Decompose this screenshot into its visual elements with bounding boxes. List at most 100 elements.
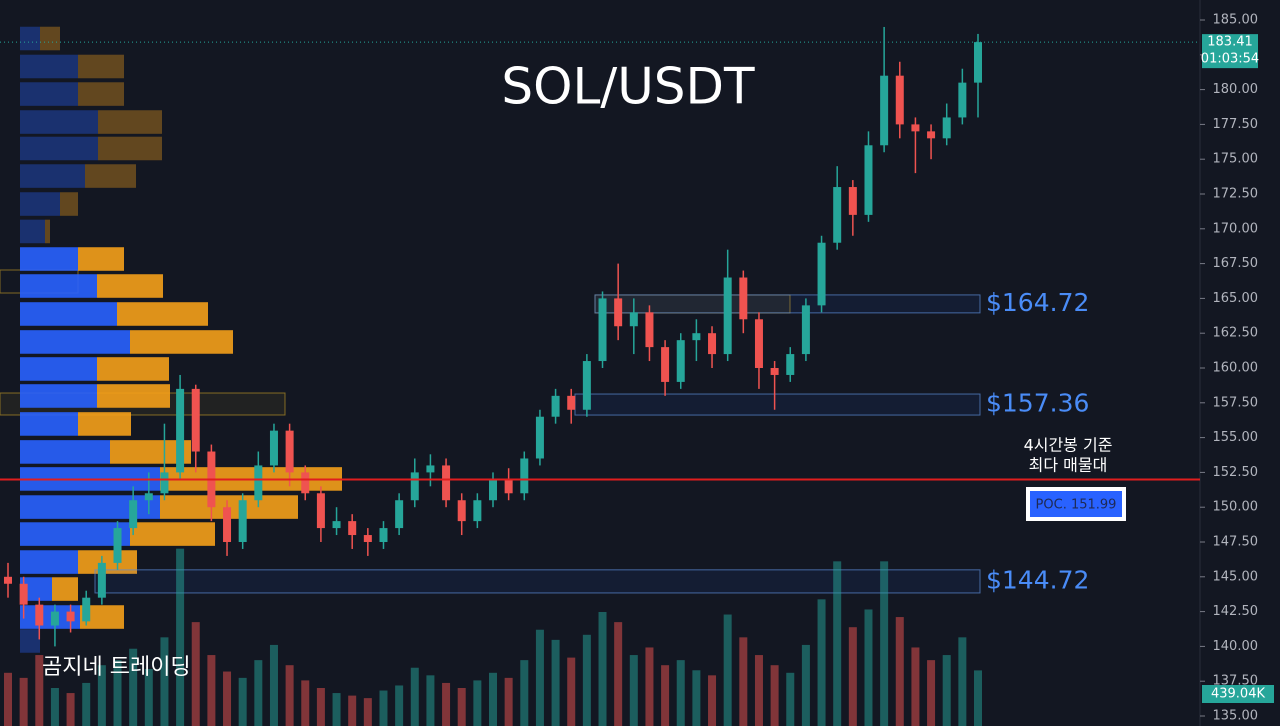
zone	[594, 294, 981, 314]
volume-bar	[911, 647, 920, 726]
volume-bar	[4, 672, 12, 726]
volume-bar	[301, 680, 310, 726]
candle-body	[113, 528, 122, 563]
candle-body	[645, 312, 654, 348]
volume-bar	[410, 667, 419, 726]
candle-body	[35, 604, 44, 626]
candle-body	[316, 493, 325, 529]
profile-buy	[20, 54, 78, 79]
volume-bar	[66, 693, 75, 726]
candle-body	[363, 535, 372, 542]
candle-body	[66, 611, 75, 622]
candle-body	[754, 319, 763, 368]
zone-label: $157.36	[986, 389, 1089, 418]
volume-bar	[473, 680, 482, 726]
candle-body	[144, 493, 153, 501]
profile-buy	[20, 247, 78, 271]
y-tick-label: 180.00	[1213, 82, 1259, 97]
candle-body	[473, 500, 482, 522]
profile-sell	[60, 192, 78, 216]
profile-sell	[130, 330, 233, 354]
candle-body	[176, 388, 185, 473]
volume-bar	[129, 648, 138, 726]
volume-bar	[770, 665, 779, 726]
profile-sell	[97, 357, 169, 381]
volume-bar	[958, 637, 967, 726]
profile-sell	[78, 550, 137, 574]
y-tick-label: 177.50	[1213, 117, 1259, 132]
candle-body	[301, 472, 310, 494]
volume-bar	[207, 655, 216, 726]
profile-sell	[78, 54, 124, 79]
profile-buy	[20, 440, 110, 464]
volume-bar	[739, 637, 748, 726]
y-tick-label: 152.50	[1213, 465, 1259, 480]
profile-buy	[20, 136, 98, 161]
y-tick-label: 147.50	[1213, 535, 1259, 550]
poc-box-inner	[1030, 491, 1122, 517]
candle-body	[942, 117, 951, 139]
price-tag-countdown: 01:03:54	[1201, 52, 1259, 67]
profile-sell	[98, 110, 162, 134]
candle-body	[348, 521, 357, 536]
candle-body	[661, 347, 670, 382]
y-tick-label: 175.00	[1213, 152, 1259, 167]
volume-bar	[661, 665, 670, 726]
candle-body	[535, 416, 544, 459]
y-tick-label: 145.00	[1213, 569, 1259, 584]
profile-sell	[78, 247, 124, 271]
candle-body	[958, 82, 967, 118]
profile-buy	[20, 522, 130, 546]
y-tick-label: 135.00	[1213, 709, 1259, 724]
candle-body	[191, 388, 200, 452]
candle-body	[426, 465, 435, 473]
candle-body	[489, 479, 497, 501]
zone-label: $164.72	[986, 288, 1089, 317]
volume-bar	[927, 660, 936, 726]
profile-sell	[85, 164, 136, 188]
volume-bar	[864, 609, 873, 726]
price-tag	[1202, 34, 1258, 69]
candle-body	[723, 277, 732, 355]
price-tag-value: 183.41	[1207, 35, 1253, 50]
profile-sell	[97, 384, 170, 408]
candle-body	[223, 507, 232, 542]
y-tick-label: 137.50	[1213, 674, 1259, 689]
volume-bar	[598, 612, 607, 726]
volume-bar	[551, 639, 560, 726]
volume-bar	[223, 671, 232, 726]
volume-bar	[19, 677, 28, 726]
candle-body	[520, 458, 529, 494]
candle-body	[254, 465, 263, 501]
candle-body	[160, 472, 169, 494]
candles	[4, 26, 982, 647]
candle-body	[770, 368, 779, 375]
candle-body	[457, 500, 466, 522]
profile-buy	[20, 164, 85, 188]
candle-body	[692, 333, 701, 341]
y-tick-label: 140.00	[1213, 639, 1259, 654]
profile-sell	[40, 26, 60, 51]
candle-body	[895, 75, 904, 125]
zones: $164.72 $157.36 $144.72	[94, 288, 1089, 594]
candle-body	[551, 395, 560, 417]
y-tick-label: 165.00	[1213, 291, 1259, 306]
profile-sell	[78, 82, 124, 106]
profile-sell	[98, 136, 162, 161]
candle-body	[708, 333, 717, 355]
profile-buy	[20, 412, 78, 436]
volume-bar	[786, 672, 795, 726]
volume-bar	[254, 660, 263, 726]
candle-body	[911, 124, 920, 132]
volume-bar	[144, 669, 153, 726]
profile-buy	[20, 357, 97, 381]
volume-tag	[1202, 685, 1274, 703]
profile-sell	[117, 302, 208, 326]
volume-bar	[113, 660, 122, 726]
volume-tag-label: 439.04K	[1211, 687, 1265, 702]
volume-bar	[442, 682, 451, 726]
volume-bar	[817, 599, 826, 726]
y-tick-label: 160.00	[1213, 361, 1259, 376]
volume-bar	[160, 637, 169, 726]
volume-profile	[20, 26, 342, 653]
